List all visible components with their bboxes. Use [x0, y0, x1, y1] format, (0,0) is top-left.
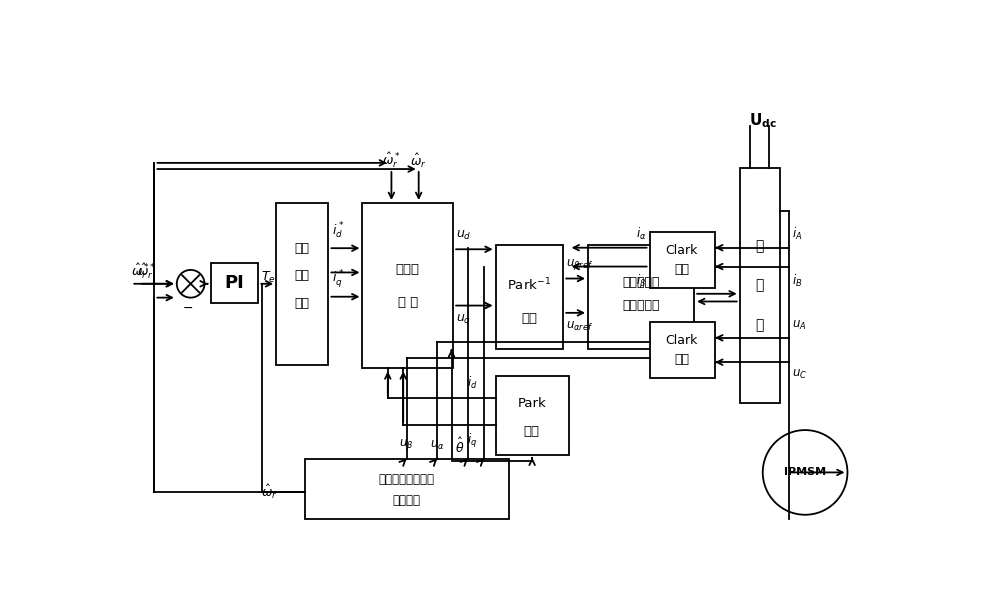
- Text: $i_B$: $i_B$: [792, 273, 802, 289]
- Text: 变: 变: [755, 279, 764, 292]
- Text: 变换: 变换: [521, 311, 537, 324]
- Text: $i_\beta$: $i_\beta$: [636, 273, 646, 291]
- Text: 非奇异高阶终端滑: 非奇异高阶终端滑: [378, 473, 434, 486]
- Text: $u_C$: $u_C$: [792, 368, 807, 381]
- Circle shape: [763, 430, 847, 515]
- Text: PI: PI: [225, 274, 244, 292]
- Text: 逆: 逆: [755, 239, 764, 253]
- Bar: [362, 203, 453, 368]
- Text: $T_e$: $T_e$: [261, 270, 275, 285]
- Text: Park$^{-1}$: Park$^{-1}$: [507, 276, 552, 293]
- Text: 变换: 变换: [674, 353, 689, 366]
- Text: 电压空间矢: 电压空间矢: [622, 276, 660, 289]
- Text: $i_q$: $i_q$: [467, 432, 478, 450]
- Bar: [588, 245, 694, 349]
- Text: $u_{\beta ref}$: $u_{\beta ref}$: [566, 257, 593, 272]
- Bar: [496, 376, 569, 455]
- Text: $\hat{\omega}_r$: $\hat{\omega}_r$: [261, 482, 278, 501]
- Bar: [650, 322, 715, 378]
- Text: 量脉宽调制: 量脉宽调制: [622, 299, 660, 312]
- Text: 模观测器: 模观测器: [392, 494, 420, 507]
- Text: $\hat{\omega}_r$: $\hat{\omega}_r$: [410, 151, 427, 170]
- Text: $u_\alpha$: $u_\alpha$: [430, 440, 445, 452]
- Text: U$_{\mathregular{dc}}$: U$_{\mathregular{dc}}$: [749, 111, 777, 130]
- Text: 无源控: 无源控: [396, 262, 420, 276]
- Text: $u_d$: $u_d$: [456, 229, 472, 242]
- Bar: [276, 203, 328, 365]
- Text: $i_d$: $i_d$: [467, 375, 478, 391]
- Text: 变换: 变换: [674, 263, 689, 276]
- Bar: [496, 245, 563, 349]
- Text: 控制: 控制: [295, 297, 310, 310]
- Text: $-$: $-$: [182, 301, 193, 314]
- Text: $u_A$: $u_A$: [792, 319, 807, 332]
- Text: 最优: 最优: [295, 242, 310, 254]
- Bar: [740, 169, 780, 403]
- Text: 变换: 变换: [524, 425, 540, 438]
- Text: $\hat{\omega}_r^*$: $\hat{\omega}_r^*$: [137, 262, 155, 281]
- Text: Park: Park: [517, 397, 546, 410]
- Text: $u_{\alpha ref}$: $u_{\alpha ref}$: [566, 320, 594, 333]
- Text: 器: 器: [755, 319, 764, 333]
- Text: $\hat{\theta}$: $\hat{\theta}$: [455, 436, 465, 456]
- Text: $i_\alpha$: $i_\alpha$: [636, 226, 646, 242]
- Circle shape: [177, 270, 205, 298]
- Text: 制 器: 制 器: [398, 295, 418, 309]
- Text: IPMSM: IPMSM: [784, 468, 826, 478]
- Bar: [305, 459, 509, 519]
- Text: $i_A$: $i_A$: [792, 226, 802, 242]
- Bar: [211, 263, 258, 303]
- Text: $i_q^*$: $i_q^*$: [332, 268, 344, 290]
- Text: 转矩: 转矩: [295, 269, 310, 282]
- Text: Clark: Clark: [666, 244, 698, 257]
- Text: $\hat{\omega}_r^*$: $\hat{\omega}_r^*$: [131, 262, 150, 281]
- Text: $\hat{\omega}_r^*$: $\hat{\omega}_r^*$: [382, 151, 401, 170]
- Text: $i_d^*$: $i_d^*$: [332, 221, 344, 242]
- Text: $u_q$: $u_q$: [456, 313, 471, 327]
- Text: $u_\beta$: $u_\beta$: [399, 438, 414, 452]
- Text: Clark: Clark: [666, 334, 698, 347]
- Bar: [650, 232, 715, 287]
